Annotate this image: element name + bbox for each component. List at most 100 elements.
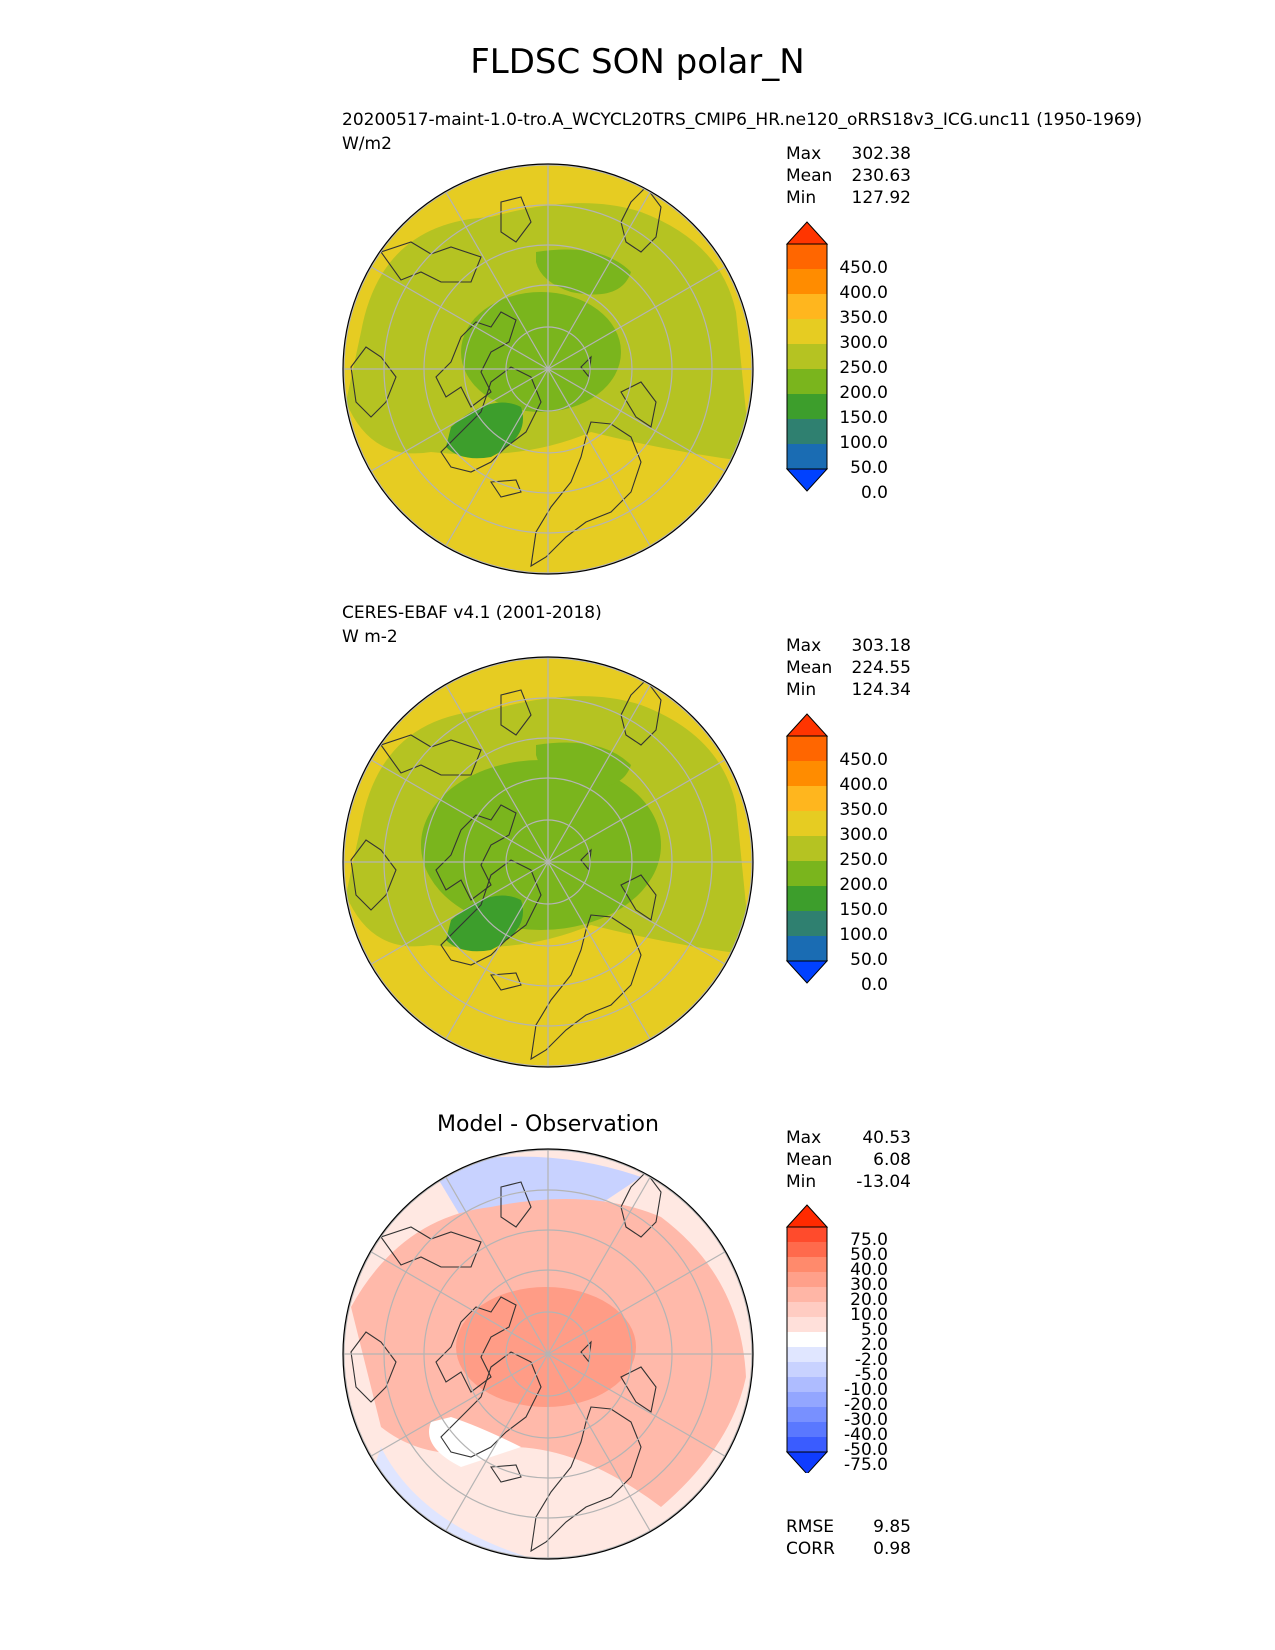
colorbar-outline — [786, 243, 828, 470]
metric-row: CORR 0.98 — [786, 1538, 911, 1560]
stat-row: Min 127.92 — [786, 187, 911, 209]
panel-3-polar-map — [342, 1148, 754, 1560]
colorbar-segment — [787, 786, 827, 811]
colorbar-tick-label: 100.0 — [839, 925, 888, 945]
colorbar-segment — [787, 1317, 827, 1332]
colorbar-outline — [786, 735, 828, 962]
field-patch — [536, 742, 631, 788]
colorbar-tick-label: -75.0 — [844, 1455, 888, 1475]
panel-1-polar-map — [342, 163, 754, 575]
colorbar-segment — [787, 1347, 827, 1362]
colorbar-segment — [787, 861, 827, 886]
stat-label: Max — [786, 636, 822, 656]
field-inner — [461, 292, 621, 412]
colorbar-segment — [787, 1392, 827, 1407]
panel-2-units: W m-2 — [342, 627, 398, 647]
colorbar-tick-label: 50.0 — [850, 458, 888, 478]
panel-3-colorbar — [785, 1204, 829, 1473]
panel-2-stats: Max 303.18 Mean 224.55 Min 124.34 — [786, 635, 911, 701]
colorbar-tick-label: 30.0 — [850, 1275, 888, 1295]
stat-value: 302.38 — [851, 144, 911, 164]
stat-row: Min -13.04 — [786, 1171, 911, 1193]
colorbar-segment — [787, 761, 827, 786]
colorbar-extend-bottom — [785, 468, 829, 492]
stat-value: 230.63 — [851, 166, 911, 186]
colorbar-tick-label: -20.0 — [844, 1395, 888, 1415]
colorbar-segment — [787, 269, 827, 294]
colorbar-segment — [787, 1242, 827, 1257]
colorbar-tick-label: 40.0 — [850, 1260, 888, 1280]
colorbar-segment — [787, 444, 827, 469]
stat-row: Mean 224.55 — [786, 657, 911, 679]
colorbar-segment — [787, 911, 827, 936]
coastlines — [350, 1171, 662, 1553]
colorbar-segment — [787, 1422, 827, 1437]
panel-3-stats: Max 40.53 Mean 6.08 Min -13.04 — [786, 1127, 911, 1193]
stat-row: Max 303.18 — [786, 635, 911, 657]
field-neutral — [429, 1417, 521, 1467]
colorbar-segment — [787, 1437, 827, 1452]
stat-value: 124.34 — [851, 680, 911, 700]
colorbar-tick-label: 300.0 — [839, 333, 888, 353]
stat-label: Max — [786, 144, 822, 164]
field-inner — [421, 760, 661, 930]
stat-label: Min — [786, 680, 817, 700]
colorbar-tick-label: 350.0 — [839, 800, 888, 820]
stat-label: Min — [786, 188, 817, 208]
panel-3-metrics: RMSE 9.85 CORR 0.98 — [786, 1516, 911, 1560]
stat-label: Min — [786, 1172, 817, 1192]
colorbar-segment — [787, 294, 827, 319]
stat-row: Max 302.38 — [786, 143, 911, 165]
panel-1-units: W/m2 — [342, 134, 392, 154]
colorbar-tick-label: 50.0 — [850, 950, 888, 970]
colorbar-tick-label: 400.0 — [839, 775, 888, 795]
colorbar-segment — [787, 1272, 827, 1287]
colorbar-tick-label: 450.0 — [839, 750, 888, 770]
colorbar-extend-top — [785, 713, 829, 737]
colorbar-tick-label: 2.0 — [860, 1335, 888, 1355]
colorbar-tick-label: 150.0 — [839, 408, 888, 428]
map-border — [342, 163, 754, 575]
colorbar-segment — [787, 1332, 827, 1347]
colorbar-segment — [787, 394, 827, 419]
colorbar-segment — [787, 1227, 827, 1242]
metric-value: 0.98 — [873, 1539, 911, 1559]
stat-label: Mean — [786, 1150, 833, 1170]
colorbar-tick-label: 300.0 — [839, 825, 888, 845]
colorbar-tick-label: 200.0 — [839, 875, 888, 895]
field-patch — [536, 249, 631, 295]
metric-label: RMSE — [786, 1517, 835, 1537]
stat-value: 6.08 — [873, 1150, 911, 1170]
colorbar-tick-label: 0.0 — [860, 483, 888, 503]
panel-1-colorbar — [785, 221, 829, 492]
colorbar-segment — [787, 1287, 827, 1302]
colorbar-extend-bottom — [785, 960, 829, 984]
colorbar-tick-label: -10.0 — [844, 1380, 888, 1400]
colorbar-tick-label: 5.0 — [860, 1320, 888, 1340]
colorbar-tick-label: 400.0 — [839, 283, 888, 303]
panel-1-title: 20200517-maint-1.0-tro.A_WCYCL20TRS_CMIP… — [342, 110, 1143, 130]
graticule — [343, 1149, 753, 1559]
stat-label: Mean — [786, 166, 833, 186]
colorbar-tick-label: 20.0 — [850, 1290, 888, 1310]
colorbar-segment — [787, 1257, 827, 1272]
colorbar-outline — [786, 1226, 828, 1453]
colorbar-segment — [787, 369, 827, 394]
colorbar-tick-label: 100.0 — [839, 433, 888, 453]
colorbar-segment — [787, 1362, 827, 1377]
colorbar-tick-label: -50.0 — [844, 1440, 888, 1460]
figure-title: FLDSC SON polar_N — [470, 42, 805, 82]
colorbar-tick-label: 50.0 — [850, 1245, 888, 1265]
colorbar-segment — [787, 344, 827, 369]
metric-value: 9.85 — [873, 1517, 911, 1537]
colorbar-tick-label: 200.0 — [839, 383, 888, 403]
colorbar-segment — [787, 244, 827, 269]
colorbar-tick-label: 450.0 — [839, 258, 888, 278]
colorbar-tick-label: 350.0 — [839, 308, 888, 328]
colorbar-segment — [787, 1302, 827, 1317]
field-positive-core — [456, 1287, 636, 1407]
colorbar-segment — [787, 419, 827, 444]
map-border — [342, 1148, 754, 1560]
colorbar-segment — [787, 1377, 827, 1392]
stat-value: 303.18 — [851, 636, 911, 656]
